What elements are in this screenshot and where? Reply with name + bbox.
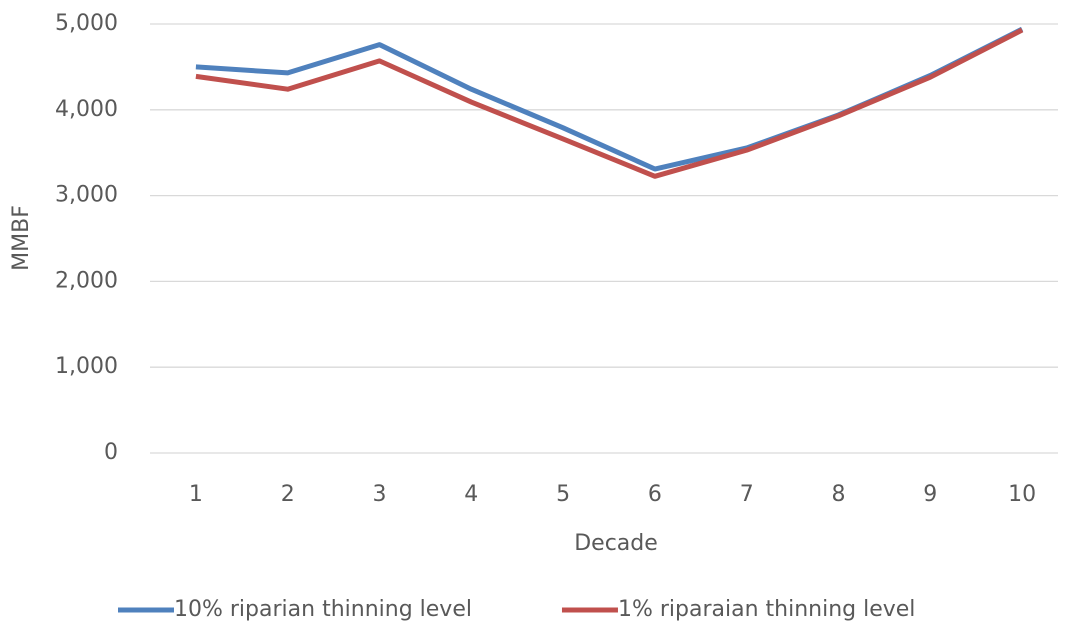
x-tick-label: 8 xyxy=(832,482,846,507)
y-tick-label: 0 xyxy=(104,440,118,465)
y-tick-label: 2,000 xyxy=(55,268,118,293)
x-tick-label: 5 xyxy=(556,482,570,507)
x-tick-label: 4 xyxy=(464,482,478,507)
series-line xyxy=(195,26,1024,172)
x-tick-label: 6 xyxy=(648,482,662,507)
x-tick-label: 10 xyxy=(1008,482,1036,507)
series-line xyxy=(195,27,1024,179)
x-tick-label: 2 xyxy=(281,482,295,507)
y-tick-label: 1,000 xyxy=(55,354,118,379)
x-tick-label: 9 xyxy=(923,482,937,507)
legend-label: 1% riparaian thinning level xyxy=(618,597,915,622)
x-axis-title: Decade xyxy=(574,531,658,556)
x-tick-label: 7 xyxy=(740,482,754,507)
y-tick-label: 3,000 xyxy=(55,183,118,208)
y-tick-label: 5,000 xyxy=(55,11,118,36)
y-tick-label: 4,000 xyxy=(55,97,118,122)
legend-label: 10% riparian thinning level xyxy=(174,597,472,622)
y-axis-title: MMBF xyxy=(9,205,34,271)
x-tick-label: 3 xyxy=(373,482,387,507)
x-tick-label: 1 xyxy=(189,482,203,507)
